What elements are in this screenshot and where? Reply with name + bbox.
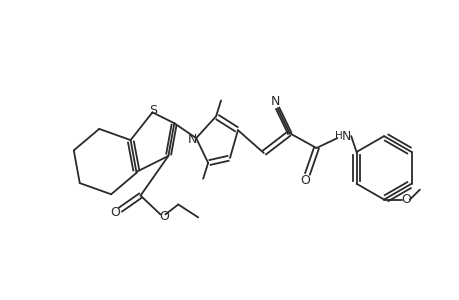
Text: N: N [270,95,280,108]
Text: N: N [187,133,196,146]
Text: O: O [300,174,310,187]
Text: H: H [335,131,342,141]
Text: S: S [149,104,157,117]
Text: O: O [110,206,119,219]
Text: O: O [400,193,410,206]
Text: N: N [341,130,350,142]
Text: O: O [159,210,169,223]
